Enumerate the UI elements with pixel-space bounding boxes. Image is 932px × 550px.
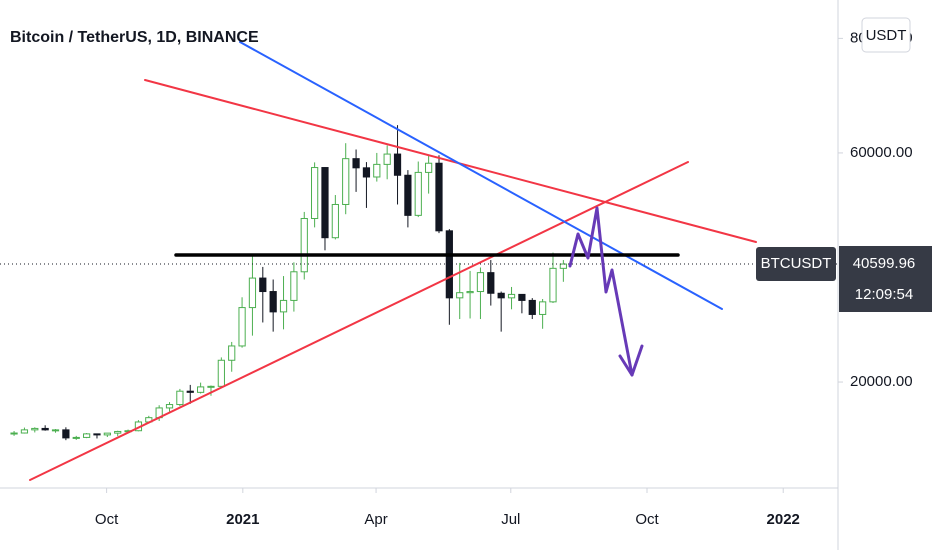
candle-body (352, 158, 360, 169)
projection-path (568, 206, 634, 377)
currency-button-label[interactable]: USDT (866, 27, 907, 44)
symbol-label-bg (756, 247, 836, 281)
trend-line (29, 161, 689, 481)
drawings (29, 41, 757, 481)
candle-body (383, 153, 391, 165)
candle-body (228, 345, 236, 361)
candle-body (559, 263, 567, 269)
candle-body (114, 430, 122, 434)
x-tick-label: Jul (501, 511, 520, 528)
candle-body (176, 390, 184, 406)
chart-title: Bitcoin / TetherUS, 1D, BINANCE (10, 29, 259, 46)
trend-line (144, 79, 757, 243)
candle-body (83, 433, 91, 438)
candle-body (300, 218, 308, 273)
price-label-bg (839, 246, 932, 312)
candle-body (549, 267, 557, 303)
x-tick-label: Apr (364, 511, 387, 528)
candle-body (165, 404, 174, 409)
candle-body (269, 291, 277, 313)
candle-body (31, 427, 39, 431)
candle-body (404, 174, 412, 216)
candle-body (186, 390, 194, 393)
projection-arrow (618, 344, 644, 377)
candle-body (445, 230, 453, 299)
candle-body (373, 163, 381, 178)
candle-body (342, 158, 350, 205)
candle-body (362, 167, 371, 178)
candle-body (72, 436, 80, 439)
candle-body (466, 291, 474, 294)
candle-body (414, 171, 422, 216)
candle-body (425, 162, 433, 173)
candle-body (435, 162, 443, 232)
candle-body (290, 271, 298, 301)
plot-area (0, 125, 838, 441)
candle-body (248, 277, 257, 309)
candle-body (321, 167, 329, 239)
candle-body (393, 153, 402, 176)
candle-body (456, 292, 464, 299)
x-tick-label: Oct (635, 511, 659, 528)
symbol-label: BTCUSDT (761, 255, 832, 272)
candle-body (217, 359, 225, 387)
candle-body (93, 433, 101, 436)
candle-body (103, 432, 111, 436)
x-tick-label: 2021 (226, 511, 259, 528)
candle-body (207, 385, 215, 388)
candle-body (259, 277, 267, 293)
currency-button[interactable] (861, 17, 911, 53)
candle-body (518, 293, 526, 301)
candle-body (62, 429, 70, 439)
candle-body (487, 272, 495, 294)
candle-body (197, 386, 205, 393)
x-tick-label: Oct (95, 511, 119, 528)
candle-body (41, 427, 49, 431)
candle-body (507, 293, 516, 299)
candle-body (331, 203, 339, 239)
countdown: 12:09:54 (855, 286, 913, 303)
candle-body (20, 429, 29, 434)
candle-body (528, 299, 536, 315)
candle-body (539, 301, 547, 315)
candle-body (476, 272, 485, 293)
candle-body (238, 307, 246, 347)
y-tick-label: 20000.00 (850, 373, 913, 390)
y-tick-label: 60000.00 (850, 144, 913, 161)
candle-body (51, 429, 60, 432)
candle-body (497, 292, 505, 299)
candle-body (10, 432, 18, 435)
trend-line (239, 41, 723, 310)
last-price-label: 40599.96 (853, 255, 916, 272)
candle-body (311, 167, 319, 220)
x-tick-label: 2022 (767, 511, 800, 528)
candle-body (279, 299, 288, 313)
